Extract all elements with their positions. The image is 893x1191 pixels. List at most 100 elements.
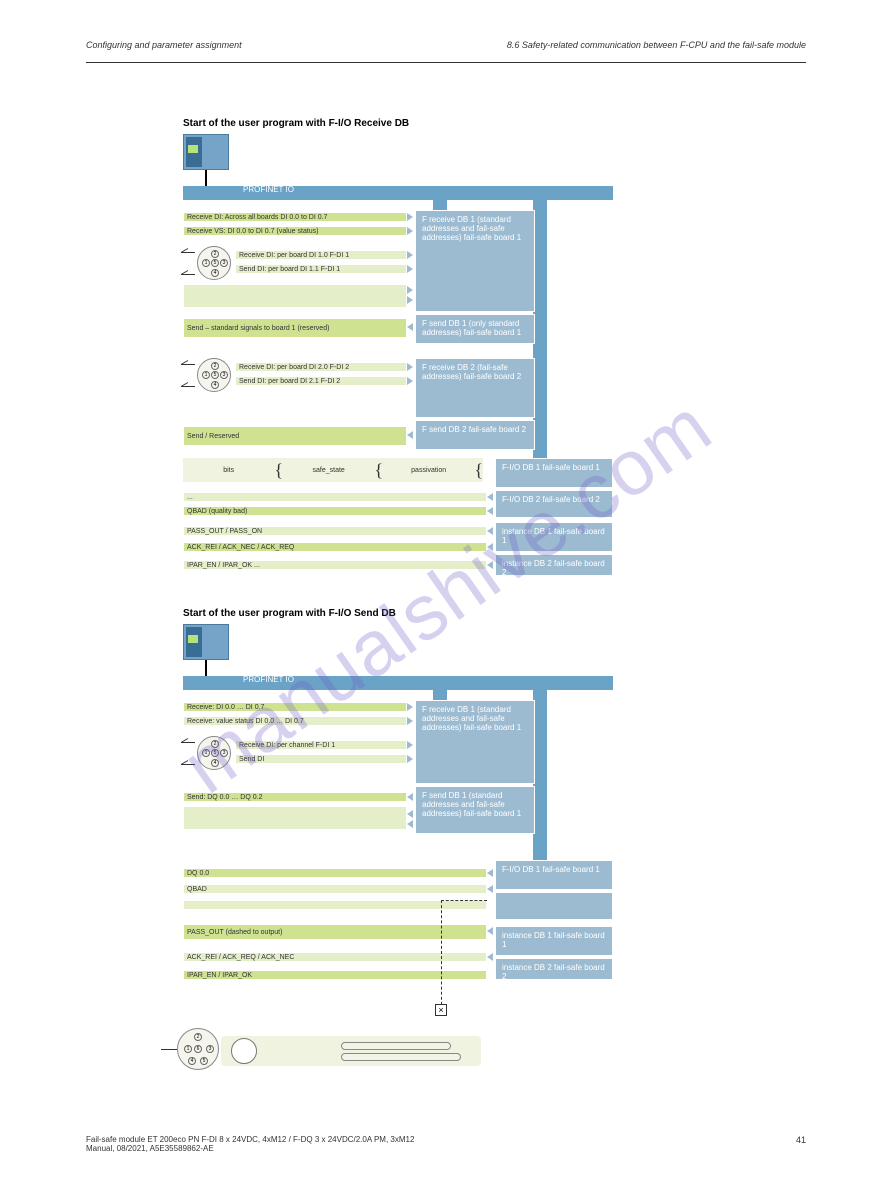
block-send-1: F send DB 1 (only standard addresses) fa… bbox=[415, 314, 535, 344]
fio-row-3: ACK_REI / ACK_NEC / ACK_REQ bbox=[183, 542, 487, 552]
fio-row-1: QBAD (quality bad) bbox=[183, 506, 487, 516]
band-3: Send DI: per board DI 1.1 F-DI 1 bbox=[235, 264, 407, 274]
diagram2-title: Start of the user program with F-I/O Sen… bbox=[183, 608, 396, 619]
block-fio-2: F-I/O DB 2 fail-safe board 2 bbox=[495, 490, 613, 518]
m12-connector-icon: 12345 bbox=[197, 736, 231, 770]
band-2: Receive DI: per board DI 1.0 F-DI 1 bbox=[235, 250, 407, 260]
m12-connector-icon: 12345 bbox=[197, 246, 231, 280]
arrow-rev-icon bbox=[407, 323, 413, 331]
diagram-2: PROFINET IO F receive DB 1 (standard add… bbox=[183, 624, 613, 1072]
switch-line bbox=[181, 364, 195, 365]
header-right: 8.6 Safety-related communication between… bbox=[507, 40, 806, 50]
fio-row-4: IPAR_EN / IPAR_OK ... bbox=[183, 560, 487, 570]
band-6: Receive DI: per board DI 2.0 F-DI 2 bbox=[235, 362, 407, 372]
bus-drop-b bbox=[533, 186, 547, 458]
brace-lbl-1: safe_state bbox=[283, 467, 374, 474]
band-5: Send – standard signals to board 1 (rese… bbox=[183, 318, 407, 338]
block-send-1: F send DB 1 (standard addresses and fail… bbox=[415, 786, 535, 834]
arrow-icon bbox=[407, 213, 413, 221]
arrow-rev-icon bbox=[487, 543, 493, 551]
diagram1-title: Start of the user program with F-I/O Rec… bbox=[183, 118, 409, 129]
pill-1 bbox=[341, 1042, 451, 1050]
bus-label: PROFINET IO bbox=[243, 185, 294, 194]
d2-band-4: Send: DQ 0.0 … DQ 0.2 bbox=[183, 792, 407, 802]
arrow-rev-icon bbox=[407, 820, 413, 828]
arrow-icon bbox=[407, 265, 413, 273]
switch-line bbox=[181, 252, 195, 253]
block-receive-2: F receive DB 2 (fail-safe addresses) fai… bbox=[415, 358, 535, 418]
block-receive-1: F receive DB 1 (standard addresses and f… bbox=[415, 210, 535, 312]
arrow-icon bbox=[407, 251, 413, 259]
plc-icon bbox=[183, 134, 229, 170]
arrow-rev-icon bbox=[487, 527, 493, 535]
band-7: Send DI: per board DI 2.1 F-DI 2 bbox=[235, 376, 407, 386]
dq-cable bbox=[161, 1049, 177, 1050]
plc-icon bbox=[183, 624, 229, 660]
dashed-link-h bbox=[441, 900, 487, 901]
output-circle-icon bbox=[231, 1038, 257, 1064]
bus-drop-b bbox=[533, 676, 547, 860]
block-inst-1: instance DB 1 fail-safe board 1 bbox=[495, 926, 613, 956]
switch-line bbox=[181, 274, 195, 275]
band-4 bbox=[183, 284, 407, 308]
d2-fio-1: QBAD bbox=[183, 884, 487, 894]
x-junction-icon: × bbox=[435, 1004, 447, 1016]
block-receive-1: F receive DB 1 (standard addresses and f… bbox=[415, 700, 535, 784]
arrow-rev-icon bbox=[487, 885, 493, 893]
arrow-rev-icon bbox=[407, 431, 413, 439]
brace-icon: { bbox=[474, 461, 483, 479]
arrow-icon bbox=[407, 286, 413, 294]
block-inst-1: instance DB 1 fail-safe board 1 bbox=[495, 522, 613, 552]
brace-icon: { bbox=[274, 461, 283, 479]
block-inst-2: instance DB 2 fail-safe board 2 bbox=[495, 958, 613, 980]
m12-dq-connector-icon: 1 2 3 4 5 6 bbox=[177, 1028, 219, 1070]
arrow-rev-icon bbox=[487, 869, 493, 877]
d2-band-2: Receive DI: per channel F-DI 1 bbox=[235, 740, 407, 750]
arrow-rev-icon bbox=[407, 810, 413, 818]
arrow-icon bbox=[407, 741, 413, 749]
output-module bbox=[221, 1036, 481, 1066]
footer-line-2: Manual, 08/2021, A5E35589862-AE bbox=[86, 1144, 414, 1153]
d2-band-3: Send DI bbox=[235, 754, 407, 764]
d2-band-5 bbox=[183, 806, 407, 830]
arrow-icon bbox=[407, 703, 413, 711]
bus-label: PROFINET IO bbox=[243, 675, 294, 684]
arrow-rev-icon bbox=[487, 927, 493, 935]
profinet-bus: PROFINET IO bbox=[183, 676, 613, 690]
arrow-rev-icon bbox=[487, 507, 493, 515]
block-send-2: F send DB 2 fail-safe board 2 bbox=[415, 420, 535, 450]
brace-row: bits { safe_state { passivation { bbox=[183, 458, 483, 482]
profinet-bus: PROFINET IO bbox=[183, 186, 613, 200]
header-rule bbox=[86, 62, 806, 63]
m12-connector-icon: 12345 bbox=[197, 358, 231, 392]
arrow-icon bbox=[407, 296, 413, 304]
fio-row-0: ... bbox=[183, 492, 487, 502]
block-fio-1: F-I/O DB 1 fail-safe board 1 bbox=[495, 860, 613, 890]
arrow-icon bbox=[407, 755, 413, 763]
block-fio-2 bbox=[495, 892, 613, 920]
bus-drop-a bbox=[433, 676, 447, 700]
bus-drop-a bbox=[433, 186, 447, 210]
arrow-rev-icon bbox=[487, 953, 493, 961]
diagram-1: PROFINET IO F receive DB 1 (standard add… bbox=[183, 134, 613, 582]
d2-band-1: Receive: value status DI 0.0 … DI 0.7 bbox=[183, 716, 407, 726]
header-left: Configuring and parameter assignment bbox=[86, 40, 242, 50]
footer-line-1: Fail-safe module ET 200eco PN F-DI 8 x 2… bbox=[86, 1135, 414, 1144]
band-8: Send / Reserved bbox=[183, 426, 407, 446]
d2-fio-0: DQ 0.0 bbox=[183, 868, 487, 878]
arrow-icon bbox=[407, 363, 413, 371]
brace-lbl-2: passivation bbox=[383, 467, 474, 474]
page-footer: Fail-safe module ET 200eco PN F-DI 8 x 2… bbox=[86, 1135, 806, 1153]
switch-line bbox=[181, 742, 195, 743]
block-fio-1: F-I/O DB 1 fail-safe board 1 bbox=[495, 458, 613, 488]
d2-band-0: Receive: DI 0.0 … DI 0.7 bbox=[183, 702, 407, 712]
band-0: Receive DI: Across all boards DI 0.0 to … bbox=[183, 212, 407, 222]
arrow-rev-icon bbox=[487, 561, 493, 569]
band-1: Receive VS: DI 0.0 to DI 0.7 (value stat… bbox=[183, 226, 407, 236]
dashed-link-v bbox=[441, 900, 442, 1010]
arrow-rev-icon bbox=[487, 493, 493, 501]
switch-line bbox=[181, 386, 195, 387]
arrow-icon bbox=[407, 377, 413, 385]
brace-icon: { bbox=[374, 461, 383, 479]
arrow-icon bbox=[407, 717, 413, 725]
